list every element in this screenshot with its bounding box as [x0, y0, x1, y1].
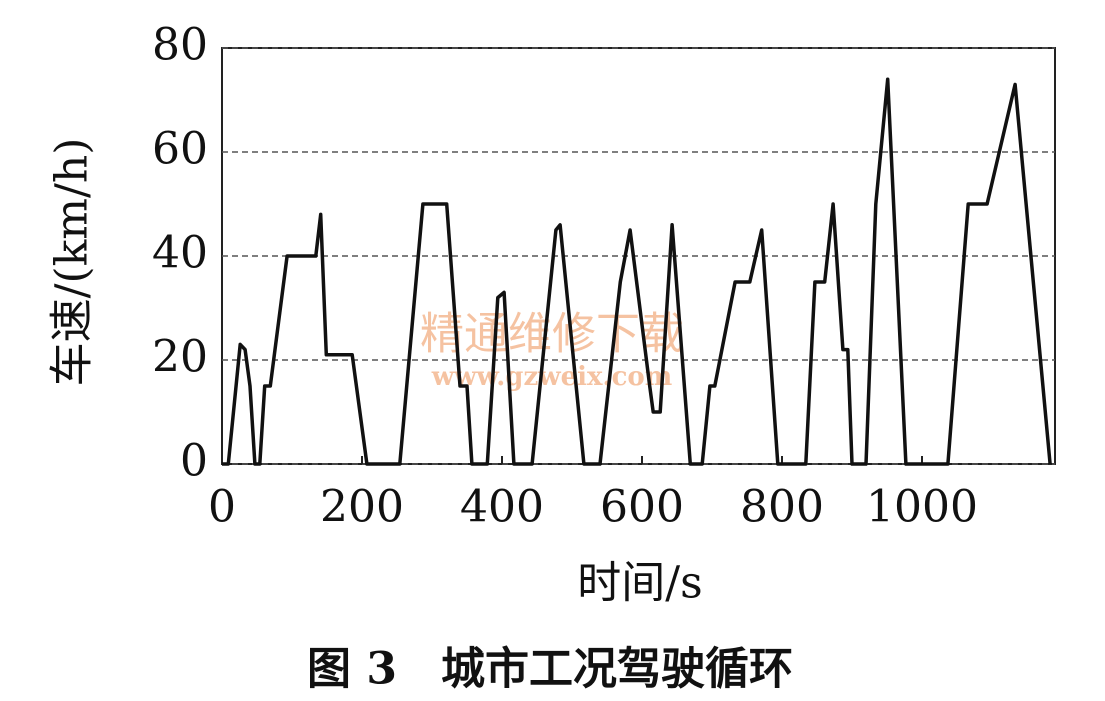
watermark-url: www.gzweix.com — [431, 362, 673, 392]
speed-line — [222, 77, 1052, 466]
chart-title: 图 3 城市工况驾驶循环 — [307, 644, 793, 695]
x-tick-label: 400 — [460, 482, 544, 533]
x-tick-label: 800 — [740, 482, 824, 533]
x-axis-label: 时间/s — [577, 558, 702, 609]
x-tick-label: 1000 — [866, 482, 978, 533]
y-axis-label: 车速/(km/h) — [47, 138, 98, 387]
y-tick-label: 40 — [152, 228, 208, 279]
x-tick-label: 200 — [320, 482, 404, 533]
y-tick-label: 80 — [152, 20, 208, 71]
x-tick-label: 600 — [600, 482, 684, 533]
y-tick-label: 20 — [152, 332, 208, 383]
y-tick-label: 60 — [152, 124, 208, 175]
x-tick-label: 0 — [208, 482, 236, 533]
y-tick-label: 0 — [180, 436, 208, 487]
